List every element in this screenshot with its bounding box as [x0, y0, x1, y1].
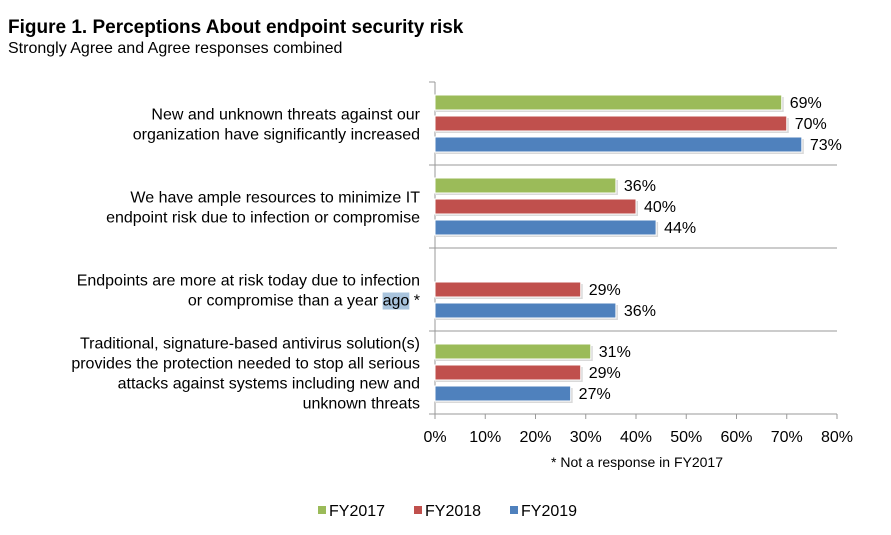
data-label: 69% [790, 95, 822, 112]
bar-fy2018 [434, 115, 788, 132]
data-label: 73% [810, 137, 842, 154]
x-tick-label: 60% [720, 429, 752, 446]
bar-fy2018 [434, 198, 637, 215]
bar-fy2019 [434, 219, 657, 236]
legend-label: FY2019 [521, 503, 577, 520]
footnote: * Not a response in FY2017 [551, 454, 723, 470]
category-label: attacks against systems including new an… [118, 376, 420, 393]
bar-fy2017 [434, 177, 617, 194]
data-label: 70% [795, 116, 827, 133]
category-label: Traditional, signature-based antivirus s… [80, 336, 420, 353]
x-tick-label: 10% [469, 429, 501, 446]
x-tick-label: 40% [620, 429, 652, 446]
legend-swatch-fy2018 [414, 506, 422, 514]
chart-title: Figure 1. Perceptions About endpoint sec… [8, 17, 464, 38]
bar-fy2019 [434, 136, 803, 153]
chart-subtitle: Strongly Agree and Agree responses combi… [8, 40, 343, 57]
x-tick-label: 50% [670, 429, 702, 446]
category-label: unknown threats [303, 396, 420, 413]
data-label: 29% [589, 365, 621, 382]
category-label: New and unknown threats against our [151, 107, 420, 124]
bar-fy2019 [434, 302, 617, 319]
category-label: endpoint risk due to infection or compro… [106, 210, 420, 227]
bar-fy2018 [434, 281, 582, 298]
x-tick-label: 30% [570, 429, 602, 446]
legend-swatch-fy2019 [510, 506, 518, 514]
x-tick-label: 20% [519, 429, 551, 446]
category-label: Endpoints are more at risk today due to … [77, 273, 420, 290]
x-tick-label: 80% [821, 429, 853, 446]
bar-fy2018 [434, 364, 582, 381]
legend-label: FY2018 [425, 503, 481, 520]
bar-fy2019 [434, 385, 572, 402]
data-label: 44% [664, 220, 696, 237]
data-label: 36% [624, 178, 656, 195]
category-label: or compromise than a year ago * [188, 293, 420, 310]
bar-fy2017 [434, 94, 783, 111]
category-label: organization have significantly increase… [133, 127, 420, 144]
legend-swatch-fy2017 [318, 506, 326, 514]
data-label: 29% [589, 282, 621, 299]
bar-fy2017 [434, 343, 592, 360]
data-label: 36% [624, 303, 656, 320]
category-label: We have ample resources to minimize IT [130, 190, 420, 207]
data-label: 27% [579, 386, 611, 403]
x-tick-label: 0% [423, 429, 446, 446]
data-label: 40% [644, 199, 676, 216]
category-label: provides the protection needed to stop a… [71, 356, 420, 373]
legend-label: FY2017 [329, 503, 385, 520]
text-selection-highlight [382, 292, 410, 310]
data-label: 31% [599, 344, 631, 361]
x-tick-label: 70% [771, 429, 803, 446]
